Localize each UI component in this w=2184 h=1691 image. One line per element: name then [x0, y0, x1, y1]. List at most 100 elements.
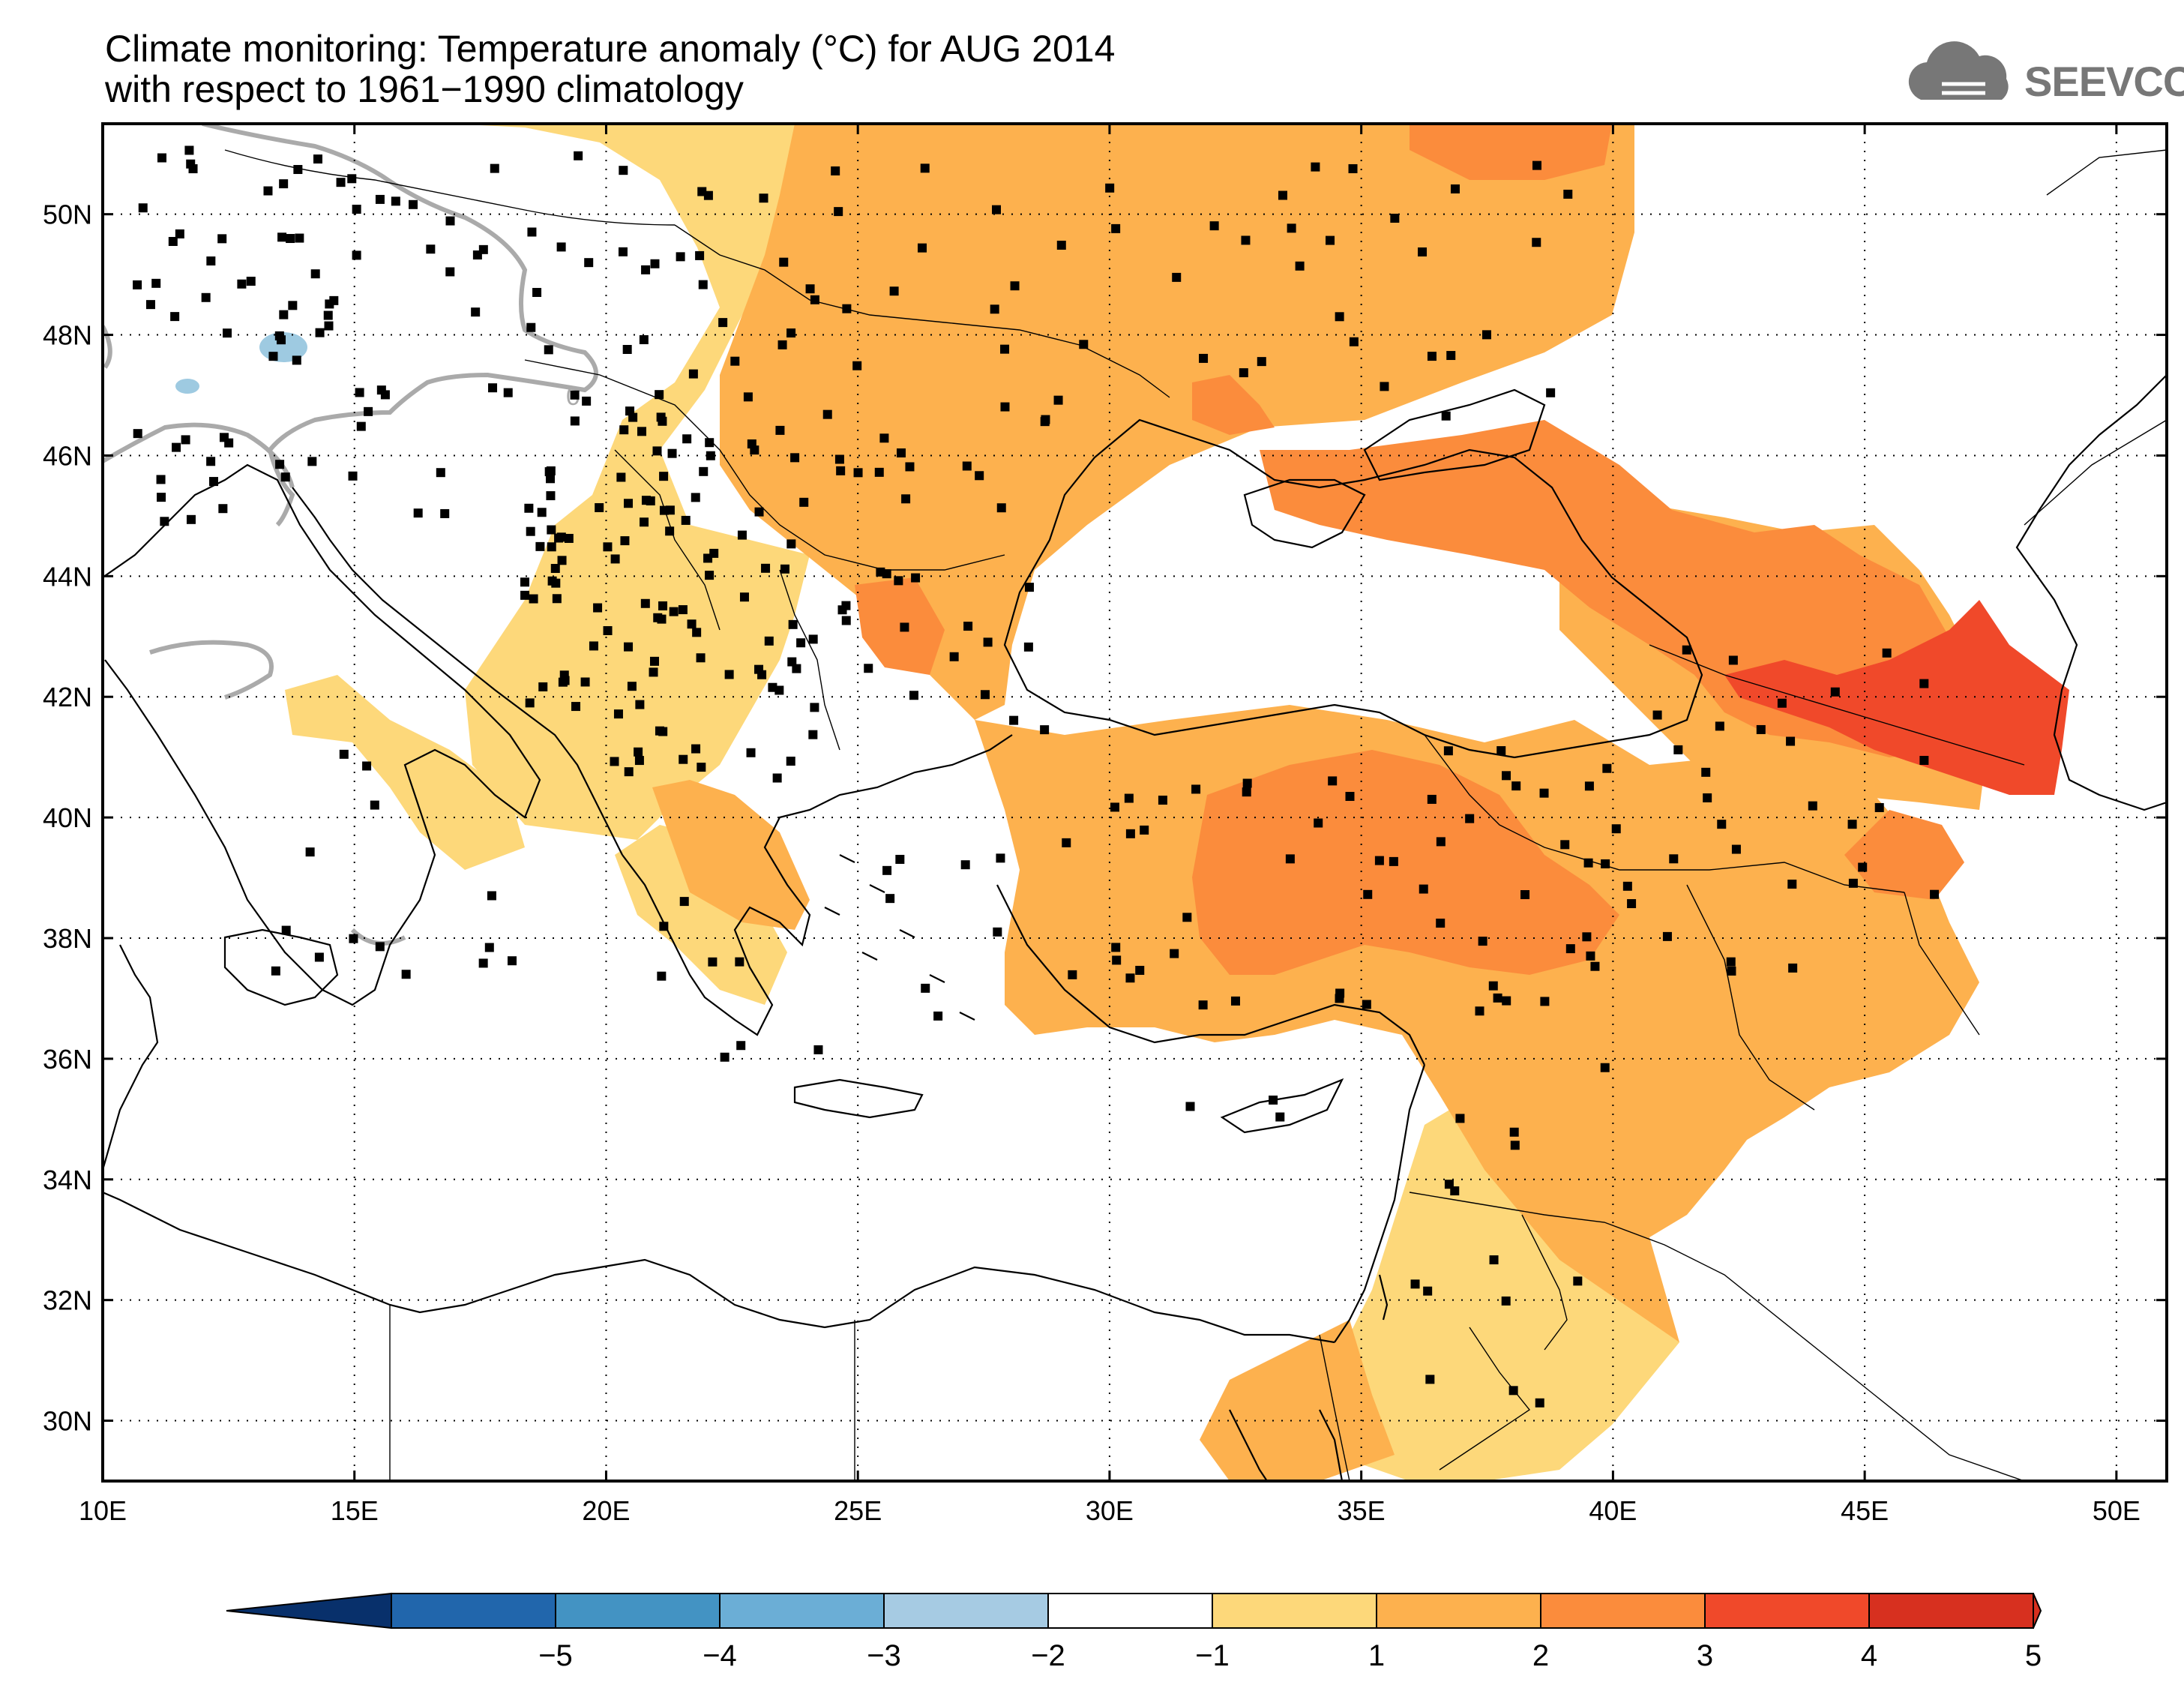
station-marker	[292, 355, 301, 365]
station-marker	[896, 448, 906, 458]
station-marker	[920, 163, 930, 173]
y-tick-label: 34N	[43, 1165, 92, 1195]
station-marker	[217, 234, 227, 244]
station-marker	[658, 416, 667, 426]
station-marker	[1125, 829, 1135, 838]
colorbar-tick-label: −4	[703, 1639, 737, 1672]
station-marker	[206, 256, 216, 266]
station-marker	[624, 499, 634, 508]
station-marker	[1510, 1141, 1520, 1150]
station-marker	[1508, 1386, 1518, 1396]
station-marker	[1242, 778, 1252, 788]
station-marker	[133, 280, 142, 289]
country-borders	[224, 149, 2167, 1481]
crete-coast	[793, 1078, 924, 1119]
station-marker	[172, 442, 181, 452]
station-marker	[696, 653, 706, 663]
station-marker	[917, 243, 927, 253]
station-marker	[1079, 340, 1089, 349]
colorbar-segment	[391, 1593, 556, 1629]
station-marker	[157, 493, 166, 502]
station-marker	[996, 853, 1005, 863]
station-marker	[831, 166, 840, 175]
station-marker	[170, 312, 180, 322]
station-marker	[687, 619, 697, 629]
station-marker	[699, 466, 709, 476]
y-tick-label: 44N	[43, 561, 92, 592]
station-marker	[1345, 792, 1355, 802]
station-marker	[649, 667, 658, 677]
station-marker	[705, 438, 715, 448]
station-marker	[1135, 965, 1145, 975]
station-marker	[547, 576, 557, 586]
station-marker	[678, 605, 688, 615]
station-marker	[391, 196, 400, 206]
station-marker	[603, 542, 613, 552]
station-marker	[564, 533, 574, 543]
station-marker	[1363, 889, 1373, 899]
station-marker	[1546, 388, 1556, 397]
station-marker	[348, 471, 358, 481]
station-marker	[1418, 247, 1428, 256]
station-marker	[1124, 793, 1134, 803]
station-marker	[538, 682, 548, 691]
station-marker	[544, 467, 554, 477]
station-marker	[1328, 776, 1338, 786]
station-marker	[440, 508, 450, 518]
station-marker	[488, 383, 498, 393]
station-marker	[323, 310, 333, 320]
station-marker	[736, 1041, 746, 1051]
station-marker	[841, 616, 851, 625]
station-marker	[1112, 955, 1122, 965]
station-marker	[759, 193, 768, 203]
station-marker	[822, 409, 832, 419]
station-marker	[655, 390, 664, 400]
station-marker	[640, 598, 650, 608]
colorbar-tick-label: −5	[538, 1639, 573, 1672]
title-line-2: with respect to 1961−1990 climatology	[104, 68, 744, 110]
station-marker	[472, 250, 482, 260]
station-marker	[658, 727, 668, 736]
x-tick-label: 30E	[1086, 1495, 1134, 1526]
station-marker	[1009, 715, 1019, 725]
station-marker	[1565, 944, 1575, 954]
station-marker	[1199, 353, 1209, 363]
station-marker	[1465, 814, 1475, 823]
station-marker	[1374, 856, 1384, 865]
station-marker	[905, 462, 915, 472]
station-marker	[1652, 710, 1662, 720]
y-tick-label: 50N	[43, 199, 92, 230]
station-marker	[1158, 796, 1167, 805]
station-marker	[1172, 272, 1182, 282]
station-marker	[1777, 698, 1787, 708]
y-tick-label: 36N	[43, 1044, 92, 1075]
station-marker	[1185, 1102, 1195, 1111]
station-marker	[754, 664, 764, 674]
station-marker	[761, 563, 771, 573]
gridlines	[103, 124, 2167, 1481]
station-marker	[1040, 417, 1050, 427]
station-marker	[1241, 235, 1251, 245]
station-marker	[1436, 919, 1446, 928]
station-marker	[921, 983, 930, 993]
station-marker	[1389, 856, 1398, 866]
station-marker	[280, 472, 290, 482]
station-marker	[1786, 736, 1796, 746]
station-marker	[1586, 951, 1595, 961]
station-marker	[619, 425, 629, 435]
station-marker	[1446, 351, 1456, 361]
dead-sea	[1378, 1274, 1389, 1321]
station-marker	[787, 657, 797, 667]
station-marker	[554, 533, 564, 543]
station-marker	[659, 922, 669, 931]
station-marker	[445, 216, 455, 226]
station-marker	[1444, 1180, 1454, 1189]
station-marker	[1726, 957, 1736, 967]
station-marker	[754, 507, 764, 517]
station-marker	[1242, 787, 1251, 797]
station-marker	[764, 636, 774, 646]
station-marker	[1182, 913, 1192, 922]
station-marker	[570, 390, 580, 400]
station-marker	[310, 269, 320, 279]
station-marker	[1314, 818, 1323, 828]
